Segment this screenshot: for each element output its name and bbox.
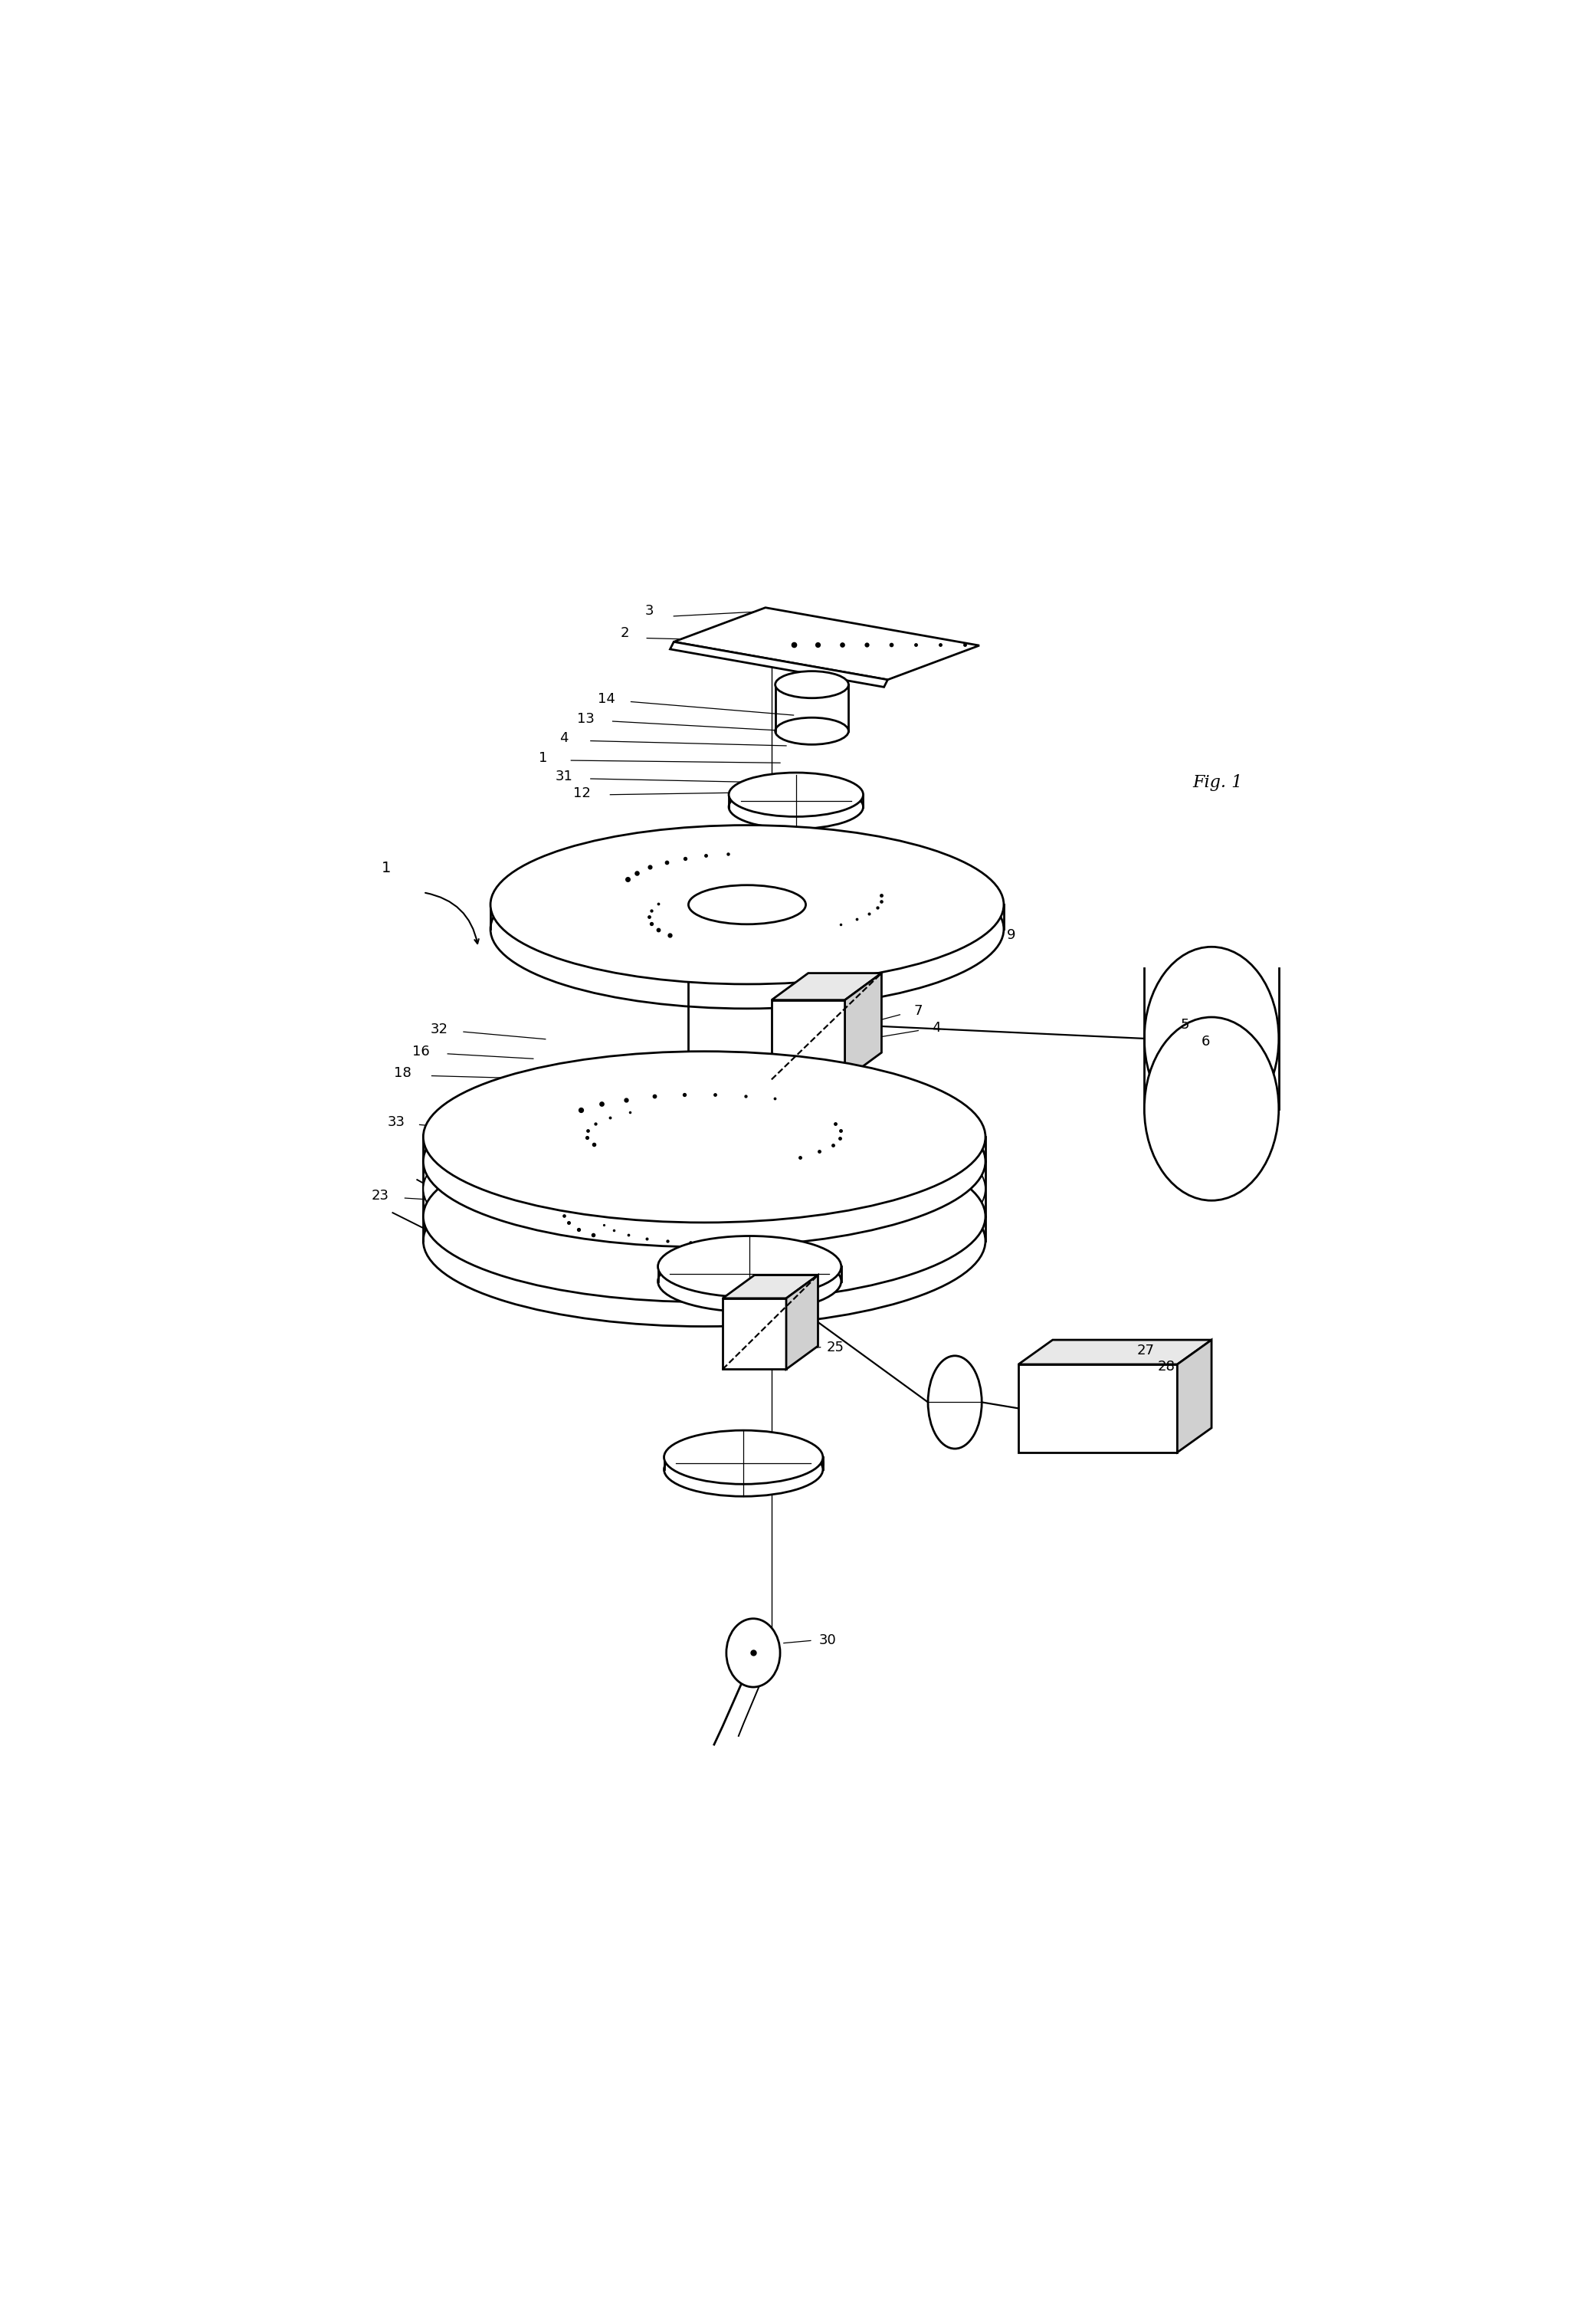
Ellipse shape (423, 1050, 986, 1222)
Ellipse shape (423, 1104, 986, 1274)
Text: 12: 12 (574, 786, 591, 799)
Text: 29: 29 (807, 1457, 826, 1471)
Ellipse shape (490, 851, 1005, 1009)
Ellipse shape (776, 718, 848, 744)
Ellipse shape (1145, 1018, 1279, 1202)
Ellipse shape (658, 1250, 841, 1311)
Text: 17: 17 (893, 1250, 910, 1264)
Ellipse shape (776, 672, 848, 697)
Text: 30: 30 (818, 1634, 836, 1648)
Text: 26: 26 (959, 1378, 976, 1390)
Text: 32: 32 (431, 1023, 448, 1037)
Text: 1: 1 (539, 751, 547, 765)
Text: 22: 22 (467, 1169, 484, 1183)
Ellipse shape (1145, 946, 1279, 1129)
Polygon shape (771, 999, 845, 1078)
Text: 8: 8 (948, 1109, 957, 1122)
Ellipse shape (664, 1443, 823, 1497)
Text: 18: 18 (394, 1067, 412, 1081)
Ellipse shape (729, 786, 863, 830)
Text: 5: 5 (1180, 1018, 1189, 1032)
Polygon shape (787, 1276, 818, 1369)
Ellipse shape (689, 1062, 806, 1102)
Text: 3: 3 (645, 604, 654, 618)
Text: 25: 25 (826, 1341, 844, 1355)
Text: 28: 28 (1158, 1360, 1175, 1373)
Text: 15: 15 (852, 1225, 869, 1239)
Text: 33: 33 (388, 1116, 405, 1129)
Text: 10: 10 (894, 897, 912, 911)
Text: 13: 13 (577, 711, 595, 725)
Text: 16: 16 (412, 1043, 429, 1057)
Text: 24: 24 (828, 1267, 845, 1281)
Ellipse shape (729, 772, 863, 816)
Ellipse shape (490, 825, 1005, 983)
Text: 9: 9 (1006, 927, 1016, 941)
Text: 31: 31 (555, 769, 572, 783)
Polygon shape (1019, 1341, 1211, 1364)
Polygon shape (771, 974, 882, 999)
Polygon shape (1178, 1341, 1211, 1452)
Text: 4: 4 (932, 1020, 941, 1034)
Text: 20: 20 (443, 1132, 460, 1146)
Text: 2: 2 (620, 627, 629, 639)
Text: 27: 27 (1137, 1343, 1154, 1357)
Polygon shape (1019, 1364, 1178, 1452)
Polygon shape (722, 1276, 818, 1299)
Ellipse shape (658, 1236, 841, 1297)
Polygon shape (722, 1299, 787, 1369)
Ellipse shape (664, 1429, 823, 1485)
Ellipse shape (727, 1618, 781, 1687)
Ellipse shape (927, 1355, 982, 1448)
Text: 21: 21 (454, 1150, 473, 1164)
Ellipse shape (689, 885, 806, 925)
Polygon shape (673, 607, 979, 679)
Text: 19: 19 (872, 1239, 891, 1250)
Ellipse shape (423, 1155, 986, 1327)
Text: 23: 23 (372, 1190, 390, 1202)
Text: 6: 6 (1202, 1034, 1210, 1048)
Polygon shape (670, 641, 888, 688)
Text: Fig. 1: Fig. 1 (1192, 774, 1243, 790)
Text: 7: 7 (913, 1004, 923, 1018)
Polygon shape (845, 974, 882, 1078)
Text: 4: 4 (560, 732, 568, 746)
Text: 14: 14 (598, 693, 615, 706)
Text: 11: 11 (871, 881, 888, 895)
Ellipse shape (423, 1132, 986, 1301)
Ellipse shape (423, 1076, 986, 1248)
Text: 1: 1 (382, 860, 391, 876)
